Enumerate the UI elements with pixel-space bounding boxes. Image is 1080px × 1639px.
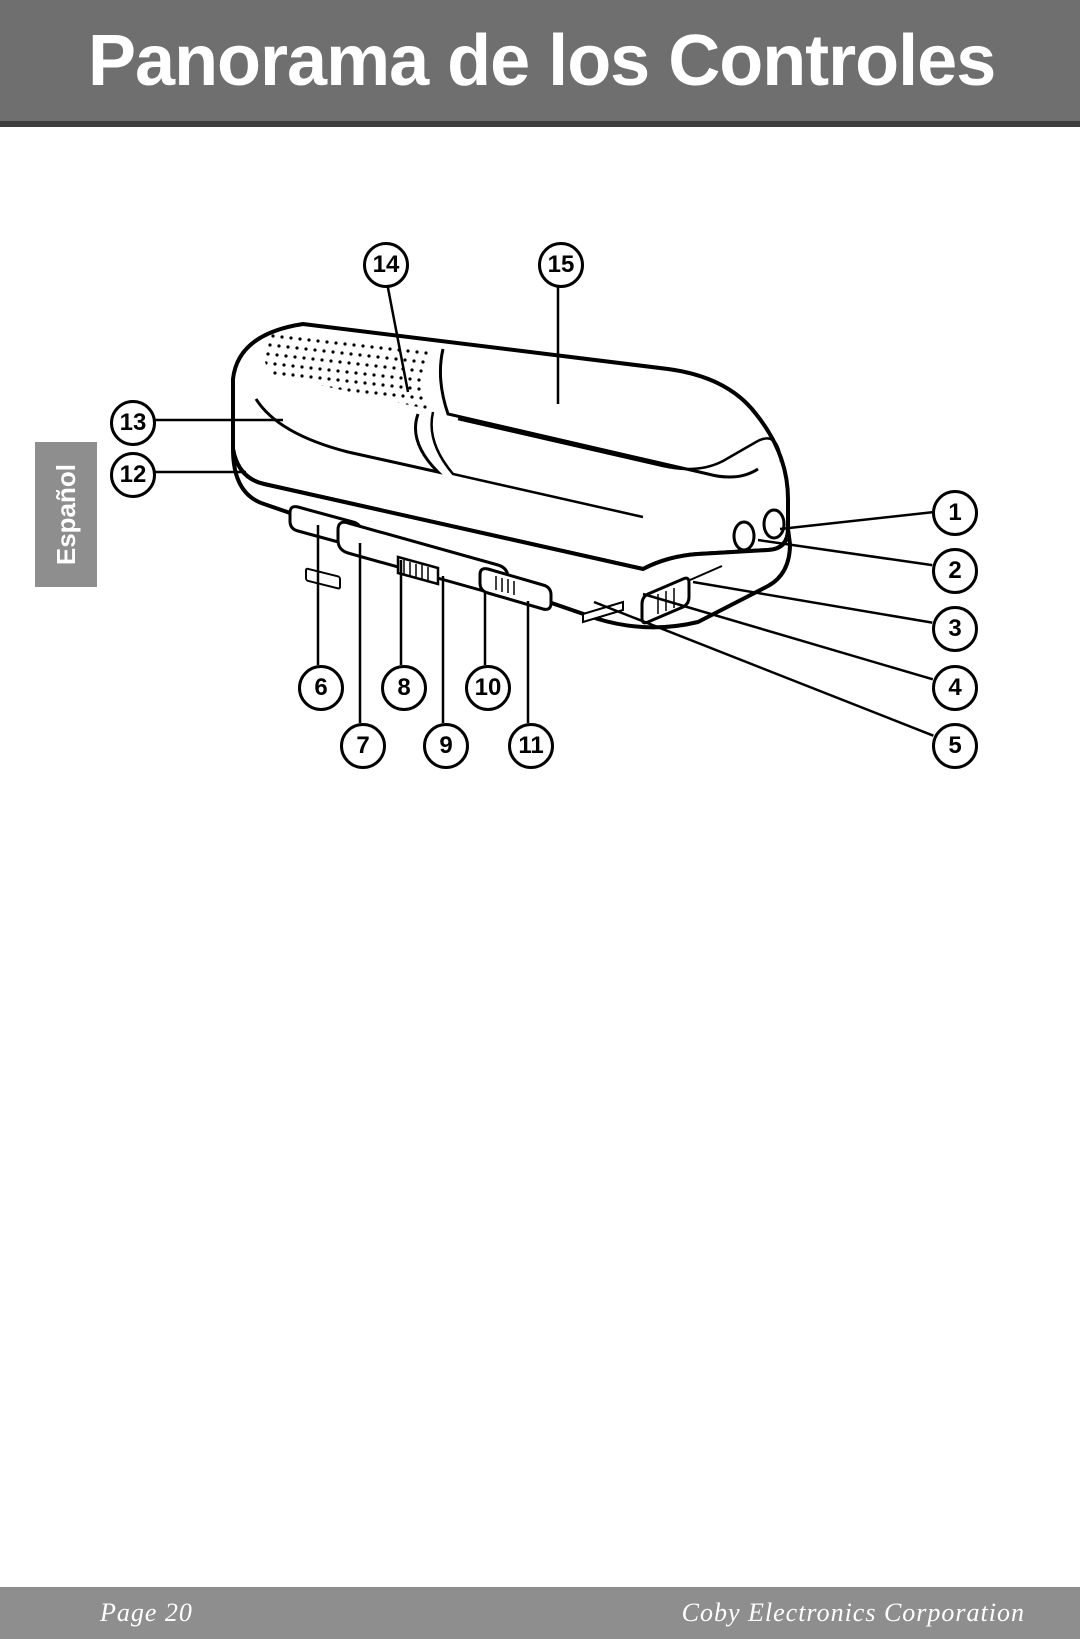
callout-7: 7	[340, 723, 386, 769]
company-name: Coby Electronics Corporation	[682, 1598, 1025, 1628]
device-drawing	[88, 224, 988, 784]
callout-5: 5	[932, 723, 978, 769]
page-footer: Page 20 Coby Electronics Corporation	[0, 1587, 1080, 1639]
callout-2: 2	[932, 548, 978, 594]
callout-10: 10	[465, 665, 511, 711]
callout-1: 1	[932, 490, 978, 536]
page-header: Panorama de los Controles	[0, 0, 1080, 127]
callout-14: 14	[363, 242, 409, 288]
callout-9: 9	[423, 723, 469, 769]
page-number: Page 20	[100, 1598, 193, 1628]
callout-8: 8	[381, 665, 427, 711]
callout-6: 6	[298, 665, 344, 711]
callout-12: 12	[110, 452, 156, 498]
callout-4: 4	[932, 665, 978, 711]
callout-3: 3	[932, 606, 978, 652]
callout-15: 15	[538, 242, 584, 288]
language-tab-label: Español	[51, 464, 82, 565]
controls-diagram: 123456789101112131415	[88, 224, 988, 784]
callout-13: 13	[110, 400, 156, 446]
callout-11: 11	[508, 723, 554, 769]
page-title: Panorama de los Controles	[88, 20, 995, 102]
